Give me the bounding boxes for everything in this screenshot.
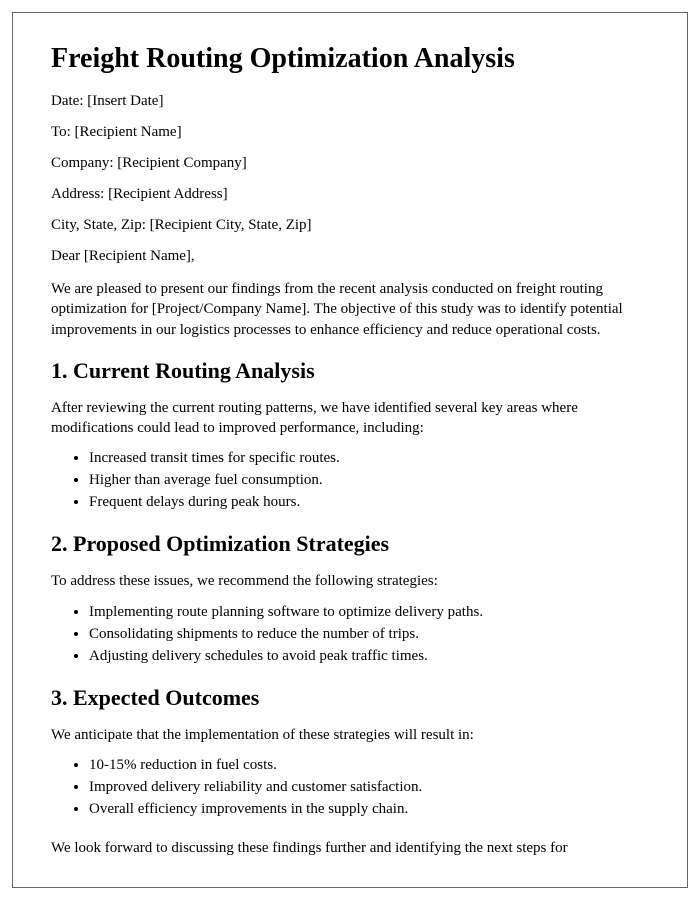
section3-text: We anticipate that the implementation of…: [51, 725, 649, 745]
meta-city-state-zip: City, State, Zip: [Recipient City, State…: [51, 217, 649, 234]
section1-list: Increased transit times for specific rou…: [89, 448, 649, 513]
list-item: Implementing route planning software to …: [89, 602, 649, 623]
list-item: Higher than average fuel consumption.: [89, 470, 649, 491]
meta-to: To: [Recipient Name]: [51, 124, 649, 141]
list-item: Consolidating shipments to reduce the nu…: [89, 624, 649, 645]
section2-text: To address these issues, we recommend th…: [51, 571, 649, 591]
meta-date: Date: [Insert Date]: [51, 93, 649, 110]
intro-paragraph: We are pleased to present our findings f…: [51, 279, 649, 340]
list-item: Frequent delays during peak hours.: [89, 492, 649, 513]
salutation: Dear [Recipient Name],: [51, 248, 649, 265]
document-page: Freight Routing Optimization Analysis Da…: [12, 12, 688, 888]
section2-heading: 2. Proposed Optimization Strategies: [51, 531, 649, 557]
list-item: Overall efficiency improvements in the s…: [89, 799, 649, 820]
meta-company: Company: [Recipient Company]: [51, 155, 649, 172]
list-item: Adjusting delivery schedules to avoid pe…: [89, 646, 649, 667]
section3-list: 10-15% reduction in fuel costs. Improved…: [89, 755, 649, 820]
list-item: Increased transit times for specific rou…: [89, 448, 649, 469]
list-item: 10-15% reduction in fuel costs.: [89, 755, 649, 776]
section1-heading: 1. Current Routing Analysis: [51, 358, 649, 384]
section3-heading: 3. Expected Outcomes: [51, 685, 649, 711]
document-title: Freight Routing Optimization Analysis: [51, 43, 649, 75]
section2-list: Implementing route planning software to …: [89, 602, 649, 667]
section1-text: After reviewing the current routing patt…: [51, 398, 649, 439]
meta-address: Address: [Recipient Address]: [51, 186, 649, 203]
list-item: Improved delivery reliability and custom…: [89, 777, 649, 798]
closing-paragraph: We look forward to discussing these find…: [51, 838, 649, 858]
